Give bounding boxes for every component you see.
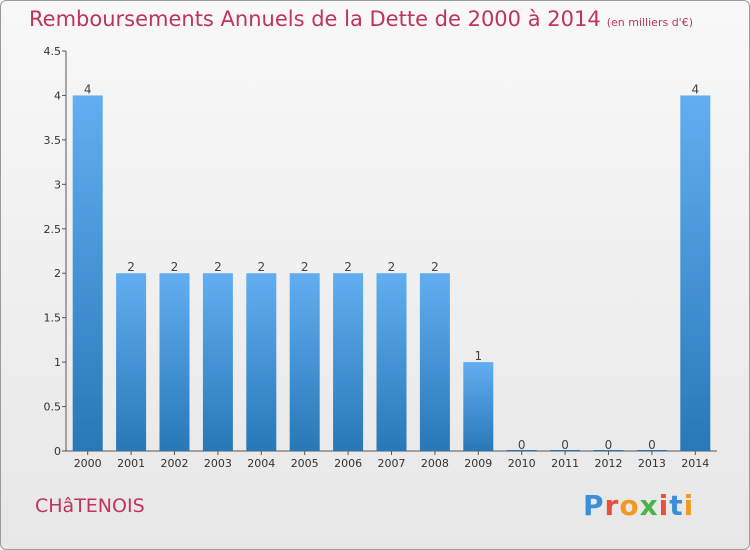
title-text: Remboursements Annuels de la Dette de 20… — [29, 7, 601, 31]
brand-logo: Proxiti — [583, 489, 694, 522]
x-tick-label: 2014 — [681, 457, 709, 470]
bar-value-label: 2 — [257, 260, 265, 274]
x-tick-label: 2004 — [247, 457, 275, 470]
bar — [159, 273, 190, 451]
bar-value-label: 2 — [171, 260, 179, 274]
bar-value-label: 4 — [691, 82, 699, 96]
brand-letter: o — [619, 489, 640, 522]
x-tick-label: 2003 — [204, 457, 232, 470]
bar-value-label: 2 — [388, 260, 396, 274]
x-tick-label: 2011 — [551, 457, 579, 470]
x-tick-label: 2010 — [508, 457, 536, 470]
y-tick-label: 4 — [54, 89, 61, 102]
y-tick-label: 4.5 — [44, 45, 62, 58]
x-tick-label: 2008 — [421, 457, 449, 470]
bar-value-label: 2 — [301, 260, 309, 274]
y-tick-label: 0.5 — [44, 401, 62, 414]
y-tick-label: 3 — [54, 178, 61, 191]
y-tick-label: 0 — [54, 445, 61, 458]
y-tick-label: 1 — [54, 356, 61, 369]
bar — [680, 95, 711, 451]
brand-letter: x — [639, 489, 659, 522]
bar — [116, 273, 147, 451]
bar — [289, 273, 320, 451]
x-tick-label: 2012 — [595, 457, 623, 470]
bar-value-label: 0 — [605, 438, 613, 452]
x-tick-label: 2000 — [74, 457, 102, 470]
bar — [419, 273, 450, 451]
x-tick-label: 2002 — [161, 457, 189, 470]
y-tick-label: 2 — [54, 267, 61, 280]
bar — [333, 273, 364, 451]
y-tick-label: 1.5 — [44, 312, 62, 325]
chart-title: Remboursements Annuels de la Dette de 20… — [29, 7, 693, 31]
y-tick-label: 2.5 — [44, 223, 62, 236]
bar-value-label: 4 — [84, 82, 92, 96]
brand-letter: i — [658, 489, 670, 522]
bar-value-label: 2 — [127, 260, 135, 274]
x-tick-label: 2006 — [334, 457, 362, 470]
brand-letter: r — [604, 489, 620, 522]
title-unit: (en milliers d'€) — [606, 16, 693, 29]
x-tick-label: 2005 — [291, 457, 319, 470]
bar-value-label: 2 — [214, 260, 222, 274]
bar-value-label: 0 — [648, 438, 656, 452]
brand-letter: t — [669, 489, 684, 522]
commune-name: CHâTENOIS — [35, 495, 145, 517]
x-tick-label: 2013 — [638, 457, 666, 470]
bar-value-label: 2 — [431, 260, 439, 274]
x-tick-label: 2009 — [464, 457, 492, 470]
bar — [72, 95, 103, 451]
bar-value-label: 0 — [518, 438, 526, 452]
brand-letter: i — [683, 489, 695, 522]
bar-value-label: 2 — [344, 260, 352, 274]
brand-letter: P — [583, 489, 605, 522]
bar-value-label: 0 — [561, 438, 569, 452]
y-tick-label: 3.5 — [44, 134, 62, 147]
bar — [202, 273, 233, 451]
bar-value-label: 1 — [474, 349, 482, 363]
bar — [463, 362, 494, 451]
bar — [376, 273, 407, 451]
x-tick-label: 2001 — [117, 457, 145, 470]
bar — [246, 273, 277, 451]
x-tick-label: 2007 — [378, 457, 406, 470]
